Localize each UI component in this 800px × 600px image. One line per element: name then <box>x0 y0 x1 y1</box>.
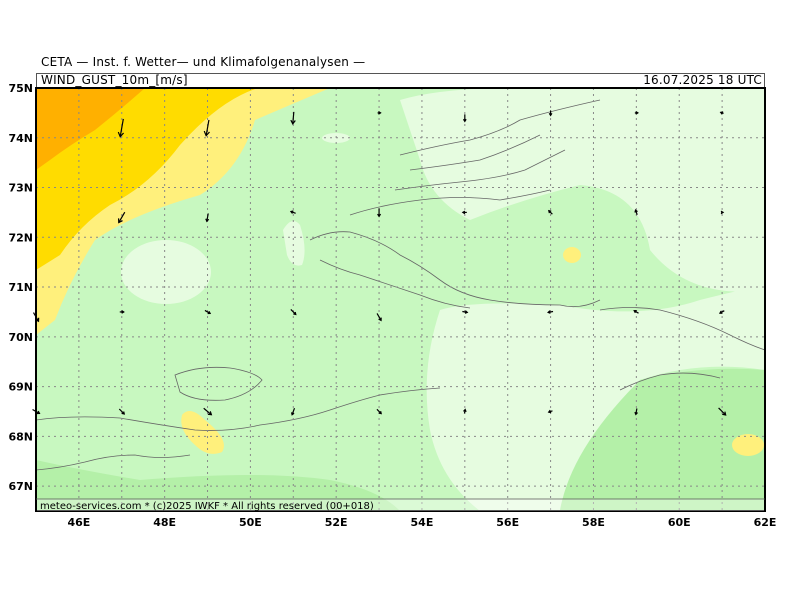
wind-arrow <box>634 111 639 115</box>
wind-arrow <box>720 210 725 215</box>
wind-arrow <box>204 309 212 315</box>
wind-arrow <box>203 119 210 137</box>
wind-arrow <box>290 309 297 316</box>
wind-arrow <box>547 310 554 314</box>
lon-label: 62E <box>754 516 777 529</box>
lat-label: 69N <box>8 381 33 394</box>
wind-arrow <box>461 210 467 215</box>
wind-arrow <box>718 407 727 416</box>
wind-arrow <box>634 209 638 215</box>
subtitle-bar <box>36 73 765 88</box>
lat-label: 72N <box>8 231 33 244</box>
lon-label: 46E <box>67 516 90 529</box>
mid-green-se <box>560 368 765 511</box>
lon-label: 56E <box>496 516 519 529</box>
grid-lines <box>36 88 765 511</box>
mid-green-sw <box>36 460 400 511</box>
gust-orange <box>36 88 145 170</box>
valid-time: 16.07.2025 18 UTC <box>643 73 762 87</box>
wind-arrow <box>463 408 467 414</box>
wind-arrow <box>633 309 639 314</box>
lon-label: 52E <box>325 516 348 529</box>
wind-arrow <box>718 310 725 314</box>
lat-label: 68N <box>8 430 33 443</box>
wind-arrow <box>289 210 296 214</box>
credit-line: meteo-services.com * (c)2025 IWKF * All … <box>40 501 374 512</box>
lat-label: 75N <box>8 82 33 95</box>
wind-arrow <box>462 114 467 123</box>
wind-arrow <box>117 211 126 224</box>
wind-arrow <box>376 313 382 322</box>
lat-label: 67N <box>8 480 33 493</box>
wind-arrow <box>548 110 553 117</box>
lon-label: 54E <box>411 516 434 529</box>
lat-label: 73N <box>8 182 33 195</box>
wind-arrow <box>205 213 210 223</box>
lon-label: 60E <box>668 516 691 529</box>
latitude-labels: 75N 74N 73N 72N 71N 70N 69N 68N 67N <box>8 82 33 493</box>
lat-label: 71N <box>8 281 33 294</box>
wind-arrow <box>462 310 469 314</box>
light-patch-island <box>283 221 305 266</box>
wind-arrow <box>548 209 553 215</box>
light-patch-west <box>121 240 211 304</box>
wind-arrow <box>290 111 296 125</box>
wind-arrow <box>377 208 382 218</box>
gust-patch-center <box>563 247 581 263</box>
wind-arrow <box>547 409 553 414</box>
wind-arrow <box>377 111 382 115</box>
wind-arrow <box>203 407 213 416</box>
lon-label: 48E <box>153 516 176 529</box>
gust-yellow <box>36 88 258 270</box>
wind-arrow <box>119 310 125 314</box>
lat-label: 74N <box>8 132 33 145</box>
gust-patch-south <box>181 411 224 454</box>
light-zone-south <box>426 285 765 511</box>
wind-arrow <box>376 408 382 415</box>
map-frame <box>35 87 766 512</box>
coastlines <box>36 99 765 471</box>
gust-patch-southeast <box>732 434 764 456</box>
light-zone-north <box>400 88 765 292</box>
parameter-label: WIND_GUST_10m_[m/s] <box>41 73 188 87</box>
wind-arrow <box>117 118 125 138</box>
wind-arrow <box>118 408 126 415</box>
wind-arrows <box>32 110 727 416</box>
wind-arrow <box>290 407 296 416</box>
longitude-labels: 46E 48E 50E 52E 54E 56E 58E 60E 62E <box>67 516 776 529</box>
chart-title: CETA — Inst. f. Wetter— und Klimafolgena… <box>41 55 366 69</box>
lon-label: 58E <box>582 516 605 529</box>
lon-label: 50E <box>239 516 262 529</box>
lat-label: 70N <box>8 331 33 344</box>
field-layer <box>36 88 765 511</box>
wind-arrow <box>634 408 638 416</box>
wind-arrow <box>719 111 724 115</box>
